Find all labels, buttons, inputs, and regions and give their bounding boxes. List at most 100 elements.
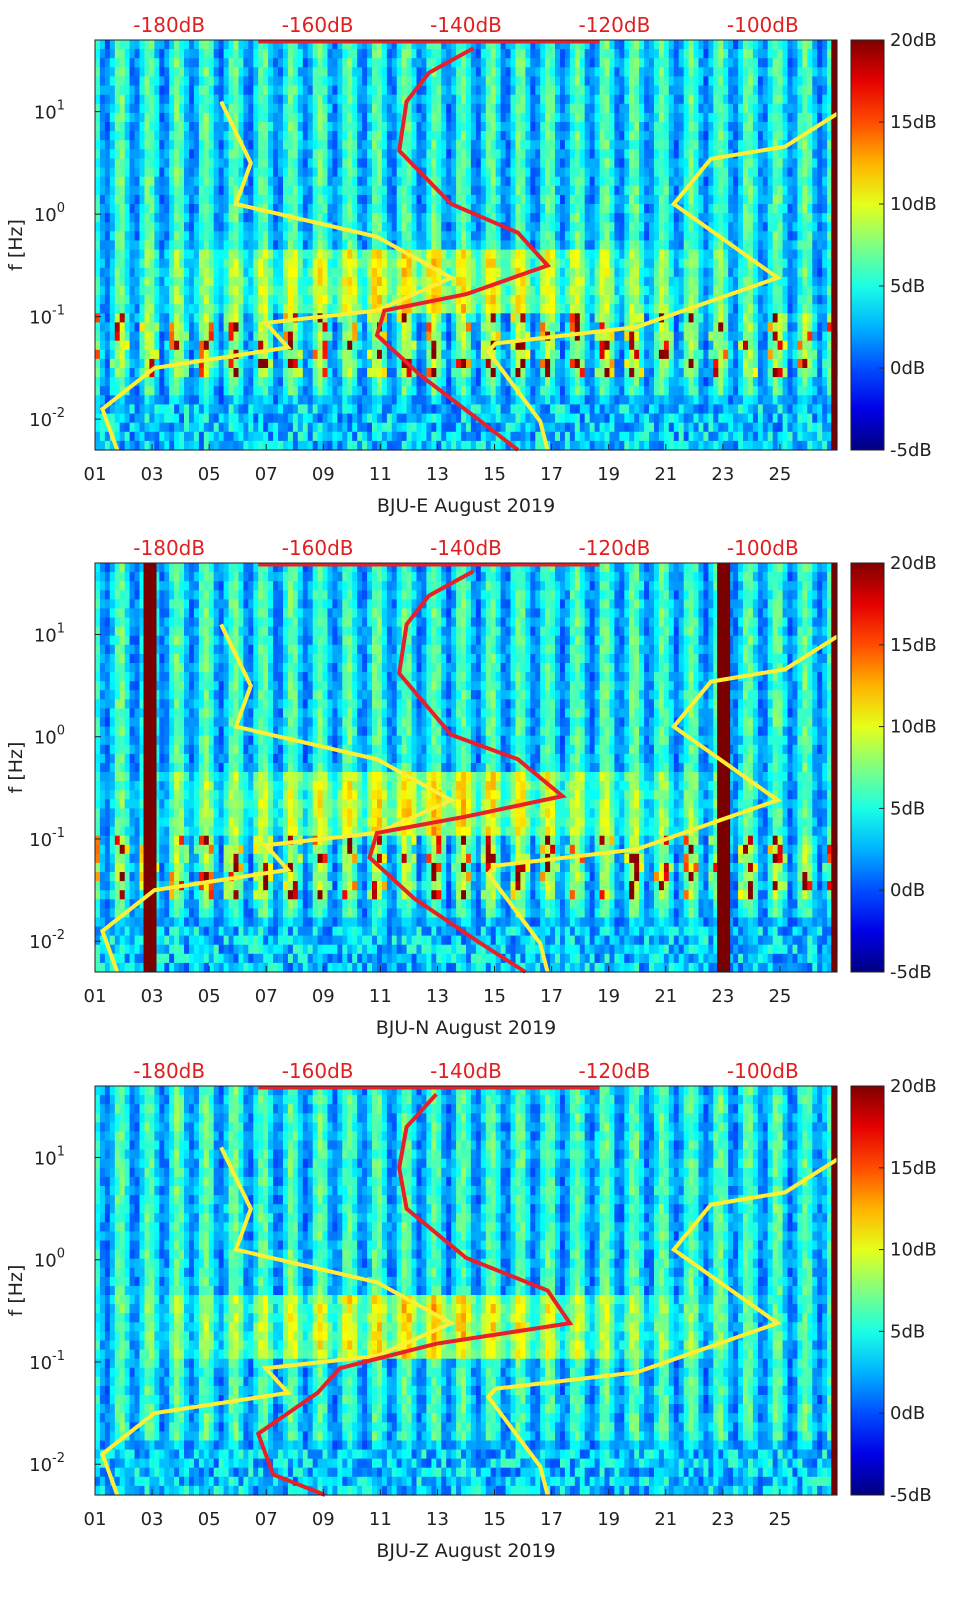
spectrogram-cell xyxy=(367,213,373,223)
spectrogram-cell xyxy=(174,440,180,451)
spectrogram-cell xyxy=(268,185,274,196)
spectrogram-cell xyxy=(149,231,155,241)
spectrogram-cell xyxy=(470,167,477,178)
spectrogram-cell xyxy=(466,58,472,68)
spectrogram-cell xyxy=(208,413,215,424)
spectrogram-cell xyxy=(253,40,259,50)
spectrogram-cell xyxy=(480,368,487,378)
spectrogram-cell xyxy=(377,440,383,451)
spectrogram-cell xyxy=(614,295,620,305)
spectrogram-cell xyxy=(268,404,274,415)
spectrogram-cell xyxy=(629,103,635,114)
spectrogram-cell xyxy=(550,204,556,214)
spectrogram-cell xyxy=(629,185,635,196)
spectrogram-cell xyxy=(278,377,284,387)
spectrogram-cell xyxy=(362,377,368,387)
spectrogram-cell xyxy=(480,122,487,132)
spectrogram-cell xyxy=(475,167,482,178)
spectrogram-cell xyxy=(208,204,215,214)
spectrogram-cell xyxy=(560,313,566,323)
spectrogram-cell xyxy=(297,103,304,114)
spectrogram-cell xyxy=(164,322,170,333)
spectrogram-cell xyxy=(233,94,239,105)
spectrogram-cell xyxy=(144,313,150,323)
spectrogram-cell xyxy=(208,440,215,451)
spectrogram-cell xyxy=(495,49,502,59)
spectrogram-cell xyxy=(505,40,512,50)
spectrogram-cell xyxy=(337,304,343,314)
spectrogram-cell xyxy=(619,240,625,251)
spectrogram-cell xyxy=(164,267,170,278)
spectrogram-cell xyxy=(594,185,601,196)
spectrogram-cell xyxy=(179,422,185,433)
spectrogram-cell xyxy=(342,149,348,159)
spectrogram-cell xyxy=(451,167,457,178)
spectrogram-cell xyxy=(560,240,566,251)
spectrogram-cell xyxy=(174,58,180,68)
spectrogram-cell xyxy=(639,49,645,59)
spectrogram-cell xyxy=(485,231,492,241)
spectrogram-cell xyxy=(381,149,388,159)
spectrogram-cell xyxy=(589,249,596,260)
spectrogram-cell xyxy=(510,358,516,369)
spectrogram-cell xyxy=(317,349,324,360)
spectrogram-cell xyxy=(421,49,427,59)
spectrogram-cell xyxy=(154,368,160,378)
spectrogram-cell xyxy=(357,40,363,50)
spectrogram-cell xyxy=(302,386,309,396)
spectrogram-cell xyxy=(154,58,160,68)
spectrogram-cell xyxy=(258,431,264,442)
spectrogram-cell xyxy=(159,131,165,141)
spectrogram-cell xyxy=(109,112,116,123)
spectrogram-cell xyxy=(367,331,373,342)
spectrogram-cell xyxy=(470,185,477,196)
spectrogram-cell xyxy=(367,422,373,433)
spectrogram-cell xyxy=(495,167,502,178)
spectrogram-cell xyxy=(278,185,284,196)
spectrogram-cell xyxy=(411,158,418,169)
spectrogram-cell xyxy=(421,213,427,223)
spectrogram-cell xyxy=(263,158,269,169)
spectrogram-cell xyxy=(485,331,492,342)
spectrogram-cell xyxy=(599,94,606,105)
spectrogram-cell xyxy=(545,431,551,442)
spectrogram-cell xyxy=(480,49,487,59)
spectrogram-cell xyxy=(233,249,239,260)
spectrogram-cell xyxy=(109,149,116,159)
spectrogram-cell xyxy=(386,231,393,241)
spectrogram-cell xyxy=(500,112,507,123)
spectrogram-cell xyxy=(574,240,581,251)
spectrogram-cell xyxy=(446,440,452,451)
spectrogram-cell xyxy=(322,167,328,178)
spectrogram-cell xyxy=(109,286,116,296)
spectrogram-cell xyxy=(307,112,314,123)
spectrogram-cell xyxy=(273,58,279,68)
spectrogram-cell xyxy=(174,267,180,278)
spectrogram-cell xyxy=(292,404,299,415)
spectrogram-cell xyxy=(218,286,225,296)
spectrogram-cell xyxy=(129,413,136,424)
spectrogram-cell xyxy=(104,94,111,105)
spectrogram-cell xyxy=(480,176,487,187)
spectrogram-cell xyxy=(129,404,136,415)
spectrogram-cell xyxy=(129,140,136,150)
spectrogram-cell xyxy=(629,167,635,178)
spectrogram-cell xyxy=(189,94,195,105)
spectrogram-cell xyxy=(292,85,299,96)
spectrogram-cell xyxy=(421,358,427,369)
spectrogram-cell xyxy=(208,94,215,105)
spectrogram-cell xyxy=(139,76,145,87)
spectrogram-cell xyxy=(530,368,536,378)
spectrogram-cell xyxy=(480,377,487,387)
spectrogram-cell xyxy=(490,67,497,77)
spectrogram-cell xyxy=(505,194,512,205)
spectrogram-cell xyxy=(184,222,190,232)
spectrogram-cell xyxy=(475,386,482,396)
spectrogram-cell xyxy=(555,140,561,150)
spectrogram-cell xyxy=(391,76,398,87)
spectrogram-cell xyxy=(530,140,536,150)
spectrogram-cell xyxy=(515,258,521,269)
spectrogram-cell xyxy=(579,103,586,114)
spectrogram-cell xyxy=(530,340,536,351)
spectrogram-cell xyxy=(233,176,239,187)
